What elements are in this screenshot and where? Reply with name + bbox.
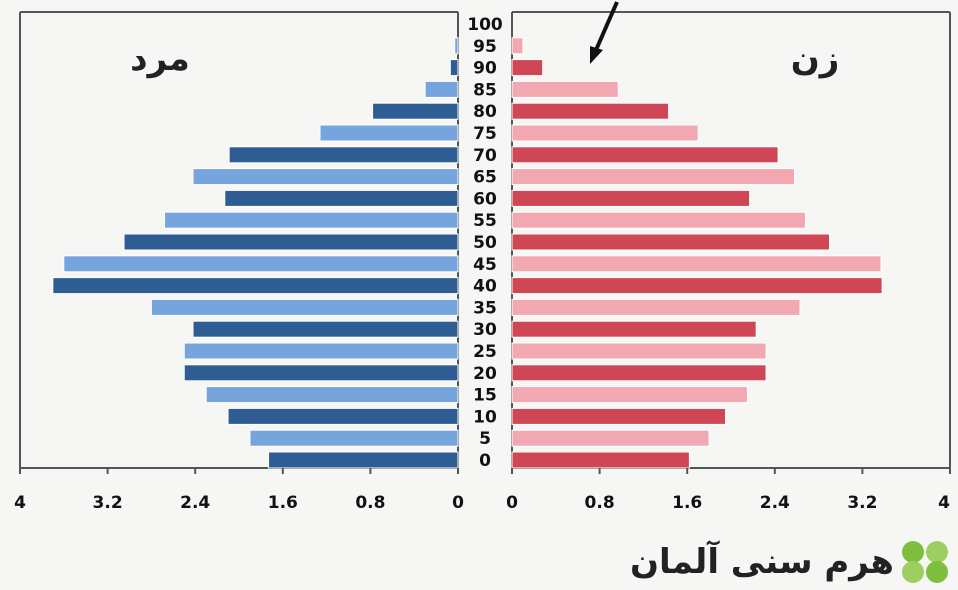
female-bar-0 — [511, 451, 690, 469]
male-bar-85 — [424, 80, 459, 98]
right-tick-label: 2.4 — [760, 493, 790, 513]
female-bar-25 — [511, 342, 767, 360]
female-bar-95 — [511, 37, 524, 55]
female-bar-75 — [511, 124, 699, 142]
female-bar-50 — [511, 233, 831, 251]
male-bar-25 — [183, 342, 459, 360]
male-bar-70 — [228, 146, 459, 164]
age-label-55: 55 — [473, 211, 497, 231]
male-bar-80 — [372, 102, 459, 120]
male-label: مرد — [130, 39, 190, 79]
male-bar-40 — [52, 277, 459, 295]
age-label-25: 25 — [473, 342, 497, 362]
male-bar-55 — [164, 211, 459, 229]
age-labels: 0510152025303540455055606570758085909510… — [467, 15, 503, 471]
female-bar-15 — [511, 386, 748, 404]
age-label-85: 85 — [473, 80, 497, 100]
figure-caption: هرم سنی آلمان — [630, 540, 950, 584]
axis-ticks: 4 3.2 2.4 1.6 0.8 0 0 0.8 1.6 2.4 3.2 4 — [14, 468, 951, 513]
age-label-15: 15 — [473, 386, 497, 406]
male-bar-60 — [224, 189, 459, 207]
left-tick-label: 1.6 — [268, 493, 298, 513]
annotation-arrow — [590, 1, 619, 64]
left-tick-label: 2.4 — [180, 493, 210, 513]
right-tick-label: 1.6 — [672, 493, 702, 513]
age-label-10: 10 — [473, 407, 497, 427]
left-tick-label: 3.2 — [93, 493, 123, 513]
age-label-20: 20 — [473, 364, 497, 384]
age-label-5: 5 — [479, 429, 491, 449]
female-bar-10 — [511, 407, 727, 425]
male-bar-0 — [268, 451, 459, 469]
age-label-95: 95 — [473, 37, 497, 57]
male-bar-15 — [205, 386, 459, 404]
female-bar-55 — [511, 211, 806, 229]
female-bar-5 — [511, 429, 710, 447]
age-label-50: 50 — [473, 233, 497, 253]
population-pyramid-chart: 0510152025303540455055606570758085909510… — [14, 1, 951, 513]
age-label-80: 80 — [473, 102, 497, 122]
age-label-45: 45 — [473, 255, 497, 275]
age-label-0: 0 — [479, 451, 491, 471]
male-bar-90 — [449, 59, 459, 77]
female-bar-70 — [511, 146, 779, 164]
male-bar-45 — [63, 255, 459, 273]
male-bar-95 — [454, 37, 459, 55]
male-bar-35 — [150, 298, 459, 316]
age-label-30: 30 — [473, 320, 497, 340]
age-label-35: 35 — [473, 298, 497, 318]
bars-group — [52, 37, 883, 469]
female-label: زن — [791, 39, 840, 79]
age-label-100: 100 — [467, 15, 503, 35]
caption-text: هرم سنی آلمان — [629, 542, 894, 582]
female-bar-35 — [511, 298, 801, 316]
age-label-40: 40 — [473, 277, 497, 297]
female-bar-65 — [511, 168, 796, 186]
female-bar-40 — [511, 277, 883, 295]
female-bar-45 — [511, 255, 882, 273]
female-bar-90 — [511, 59, 544, 77]
right-tick-label: 3.2 — [847, 493, 877, 513]
age-label-90: 90 — [473, 59, 497, 79]
left-tick-label: 0 — [452, 493, 464, 513]
female-bar-60 — [511, 189, 751, 207]
right-tick-label: 4 — [938, 493, 950, 513]
leaf-logo-icon — [902, 541, 948, 583]
male-bar-20 — [183, 364, 459, 382]
male-bar-75 — [319, 124, 459, 142]
age-label-75: 75 — [473, 124, 497, 144]
age-label-70: 70 — [473, 146, 497, 166]
left-tick-label: 4 — [14, 493, 26, 513]
male-bar-30 — [192, 320, 459, 338]
male-bar-50 — [123, 233, 459, 251]
left-tick-label: 0.8 — [355, 493, 385, 513]
male-bar-10 — [227, 407, 459, 425]
right-tick-label: 0 — [506, 493, 518, 513]
female-bar-30 — [511, 320, 757, 338]
right-tick-label: 0.8 — [585, 493, 615, 513]
female-bar-20 — [511, 364, 767, 382]
male-bar-5 — [249, 429, 459, 447]
age-label-60: 60 — [473, 189, 497, 209]
male-bar-65 — [192, 168, 459, 186]
age-label-65: 65 — [473, 168, 497, 188]
female-bar-85 — [511, 80, 619, 98]
female-bar-80 — [511, 102, 670, 120]
